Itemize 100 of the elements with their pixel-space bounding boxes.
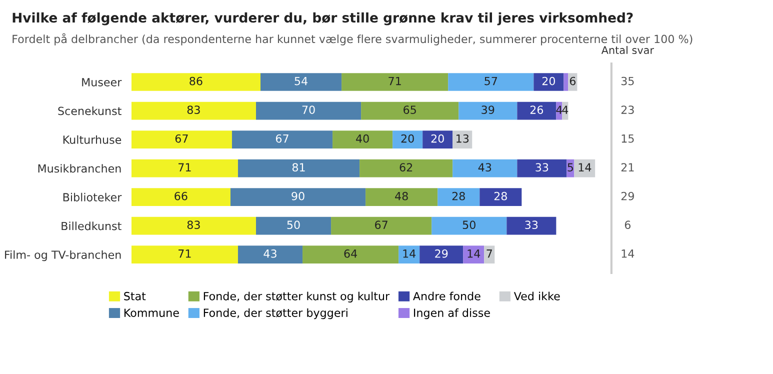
data-label: 28 <box>494 192 507 200</box>
data-label: 67 <box>375 220 388 230</box>
data-label: 90 <box>292 192 304 200</box>
text: 15 <box>622 134 634 143</box>
text: Antal svar <box>601 46 654 54</box>
data-label: 71 <box>178 163 191 172</box>
bar <box>534 73 564 91</box>
data-label: 62 <box>400 163 412 172</box>
bar <box>366 188 438 206</box>
text: 23 <box>621 106 634 114</box>
data-label: 83 <box>187 106 200 114</box>
data-label: 4 <box>556 106 562 114</box>
data-label: 50 <box>462 220 476 230</box>
bar <box>360 159 453 178</box>
bar <box>238 159 360 178</box>
y-tick-label: Film- og TV-branchen <box>5 250 121 262</box>
legend-label: Ingen af disse <box>414 308 490 320</box>
legend-label: Fonde, der støtter byggeri <box>204 308 348 320</box>
data-label: 39 <box>482 106 494 114</box>
data-label: 7 <box>486 250 492 258</box>
text: 35 <box>621 76 634 86</box>
data-label: 48 <box>395 192 408 200</box>
data-label: 14 <box>468 250 480 258</box>
data-label: 33 <box>525 220 538 230</box>
y-tick-label: Scenekunst <box>58 106 122 116</box>
chart-title: Hvilke af følgende aktører, vurderer du, bør stille grønne krav til jeres virksomhed? <box>12 12 633 26</box>
bar <box>448 73 534 91</box>
y-tick-label: Billedkunst <box>62 222 122 230</box>
data-label: 26 <box>530 106 544 114</box>
data-label: 20 <box>401 134 414 143</box>
legend-label: Fonde, der støtter kunst og kultur <box>204 292 390 302</box>
bar <box>458 102 518 120</box>
data-label: 65 <box>404 106 416 114</box>
text: 29 <box>621 192 634 200</box>
bar <box>131 216 256 235</box>
data-label: 67 <box>276 134 288 143</box>
bar <box>517 102 556 120</box>
data-label: 71 <box>178 250 191 258</box>
bar <box>331 216 432 235</box>
data-label: 14 <box>578 163 592 172</box>
legend-label: Stat <box>124 292 146 300</box>
y-tick-label: Biblioteker <box>63 192 122 202</box>
text: 21 <box>621 163 634 172</box>
chart-subtitle: Fordelt på delbrancher (da respondenterne har kunnet vælge flere svarmuligheder, summerer procenterne til over 100 %) <box>12 33 692 46</box>
bar <box>564 73 568 91</box>
data-label: 43 <box>478 163 492 172</box>
bar <box>232 130 333 148</box>
bar <box>131 188 230 206</box>
data-label: 20 <box>431 134 444 143</box>
data-label: 67 <box>175 134 188 143</box>
bar <box>422 130 453 148</box>
legend-label: Andre fonde <box>413 292 480 300</box>
data-label: 4 <box>562 106 568 114</box>
bar <box>256 102 362 120</box>
bar <box>131 246 238 264</box>
data-label: 40 <box>356 134 369 143</box>
data-label: 13 <box>456 134 469 143</box>
bar <box>438 188 480 206</box>
data-label: 28 <box>452 192 465 200</box>
data-label: 66 <box>174 192 188 200</box>
data-label: 14 <box>403 250 416 258</box>
bar <box>131 102 256 120</box>
bar <box>238 246 303 264</box>
data-label: 43 <box>264 249 276 258</box>
bar <box>131 159 238 178</box>
data-label: 6 <box>570 76 576 86</box>
legend-label: Kommune <box>124 308 179 317</box>
bar <box>574 159 596 178</box>
bar <box>342 73 448 91</box>
bar <box>432 216 507 235</box>
bar <box>361 102 459 120</box>
data-label: 64 <box>344 249 357 258</box>
bar <box>260 73 342 91</box>
bar <box>302 246 399 264</box>
bar <box>484 246 495 264</box>
bar <box>332 130 393 148</box>
bar <box>506 216 556 235</box>
legend-label: Ved ikke <box>514 292 560 300</box>
data-label: 70 <box>302 106 315 114</box>
data-label: 83 <box>187 220 200 230</box>
bar <box>230 188 366 206</box>
text: 14 <box>622 250 634 258</box>
data-label: 33 <box>536 163 548 172</box>
bar <box>480 188 522 206</box>
y-tick-label: Musikbranchen <box>38 164 121 173</box>
bar <box>452 130 472 148</box>
bar <box>420 246 464 264</box>
bar <box>463 246 484 264</box>
data-label: 57 <box>484 76 498 86</box>
y-tick-label: Kulturhuse <box>63 135 122 144</box>
data-label: 29 <box>435 249 448 258</box>
bar <box>131 73 260 91</box>
bar <box>517 159 567 178</box>
data-label: 20 <box>542 76 556 86</box>
data-label: 5 <box>568 163 574 172</box>
y-tick-label: Museer <box>82 78 122 86</box>
text: 6 <box>624 220 631 230</box>
data-label: 54 <box>294 76 308 86</box>
data-label: 86 <box>190 76 202 86</box>
data-label: 71 <box>388 76 401 86</box>
